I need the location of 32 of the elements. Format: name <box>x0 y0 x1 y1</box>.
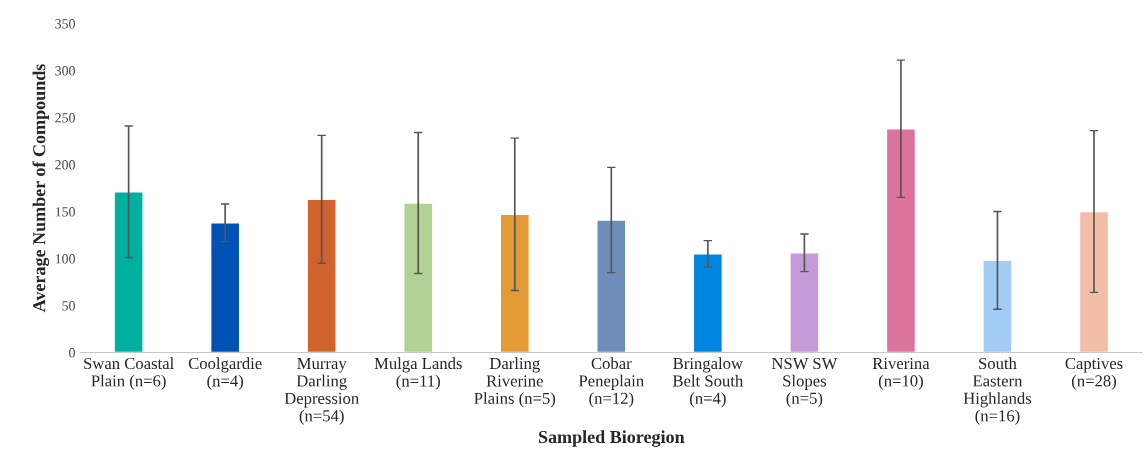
x-tick-label: South Eastern Highlands (n=16) <box>963 357 1032 425</box>
x-tick-label: Coolgardie (n=4) <box>188 357 262 390</box>
bar <box>113 191 144 353</box>
bar <box>403 202 434 353</box>
x-tick-label: Swan Coastal Plain (n=6) <box>84 357 174 390</box>
y-tick-label: 300 <box>55 66 75 76</box>
x-tick-label: Captives (n=28) <box>1065 357 1123 390</box>
x-axis-title: Sampled Bioregion <box>538 430 685 447</box>
bar <box>596 219 627 353</box>
x-tick-label: Murray Darling Depression (n=54) <box>284 357 359 425</box>
bar <box>1078 210 1110 353</box>
y-tick-label: 50 <box>62 301 75 311</box>
x-tick-label: Riverina (n=10) <box>872 357 930 390</box>
bar <box>982 259 1013 353</box>
x-tick-label: Bringalow Belt South (n=4) <box>672 357 744 408</box>
y-tick-label: 350 <box>55 19 75 29</box>
y-tick-label: 0 <box>69 348 75 358</box>
x-tick-label: NSW SW Slopes (n=5) <box>771 357 838 408</box>
x-tick-label: Darling Riverine Plains (n=5) <box>474 357 556 408</box>
x-tick-label: Cobar Peneplain (n=12) <box>578 357 644 408</box>
bar <box>789 252 820 353</box>
y-tick-label: 250 <box>55 113 75 123</box>
y-tick-label: 200 <box>55 160 75 170</box>
y-tick-label: 150 <box>55 207 75 217</box>
bar <box>306 198 337 353</box>
bar <box>885 128 917 353</box>
bar <box>209 222 241 353</box>
y-tick-label: 100 <box>55 254 75 264</box>
y-axis-title: Average Number of Compounds <box>32 64 50 313</box>
bar <box>692 253 724 353</box>
bar <box>499 213 530 353</box>
x-tick-label: Mulga Lands (n=11) <box>374 357 462 390</box>
